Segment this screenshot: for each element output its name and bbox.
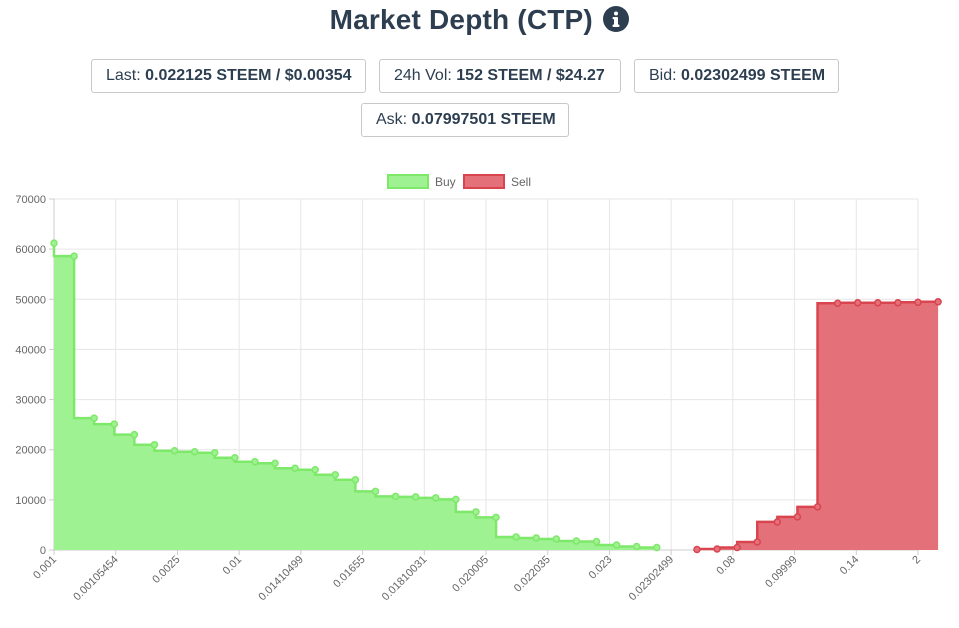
y-tick-label: 50000 — [15, 294, 46, 306]
x-tick-label: 0.01810031 — [380, 554, 430, 604]
y-tick-label: 40000 — [15, 344, 46, 356]
point-buy — [492, 513, 500, 522]
point-sell — [874, 299, 882, 307]
point-buy — [331, 471, 340, 479]
y-tick-label: 30000 — [15, 395, 46, 407]
point-sell — [753, 538, 762, 546]
y-tick-label: 10000 — [15, 495, 46, 507]
volume-box: 24h Vol: 152 STEEM / $24.27 — [379, 59, 621, 93]
bid-box: Bid: 0.02302499 STEEM — [634, 59, 839, 93]
ask-value: 0.07997501 STEEM — [411, 111, 556, 128]
x-tick-label: 0.001 — [31, 554, 59, 582]
point-buy — [411, 493, 420, 501]
point-sell — [813, 503, 822, 511]
info-circle-icon[interactable] — [603, 6, 630, 32]
legend-swatch-sell — [463, 174, 505, 189]
x-tick-label: 0.0025 — [150, 554, 182, 586]
point-sell — [833, 299, 842, 308]
x-tick-label: 0.02302499 — [627, 554, 677, 604]
point-buy — [371, 487, 380, 496]
x-tick-label: 2 — [910, 554, 923, 567]
point-buy — [271, 459, 279, 468]
point-buy — [311, 466, 319, 474]
legend-label-buy: Buy — [435, 175, 456, 189]
point-buy — [190, 447, 199, 456]
last-price-box: Last: 0.022125 STEEM / $0.00354 — [91, 59, 366, 93]
point-sell — [853, 299, 862, 307]
volume-value: 152 STEEM / $24.27 — [456, 67, 605, 84]
point-buy — [130, 430, 139, 439]
point-buy — [552, 535, 561, 543]
point-sell — [914, 298, 922, 307]
ask-box: Ask: 0.07997501 STEEM — [361, 103, 569, 137]
point-buy — [592, 537, 601, 546]
point-buy — [612, 541, 621, 549]
x-tick-label: 0.01410499 — [256, 554, 306, 604]
x-tick-label: 0.14 — [838, 554, 862, 578]
y-tick-label: 0 — [40, 545, 46, 557]
point-sell — [773, 518, 782, 526]
point-buy — [251, 457, 259, 466]
point-buy — [391, 492, 400, 501]
y-tick-label: 20000 — [15, 445, 46, 457]
point-buy — [170, 446, 179, 455]
point-buy — [532, 534, 540, 542]
area-buy — [54, 243, 657, 550]
point-buy — [351, 476, 360, 484]
point-buy — [70, 252, 78, 260]
title-row: Market Depth (CTP) — [0, 4, 959, 44]
volume-label: 24h Vol: — [394, 67, 452, 84]
market-depth-chart: Buy Sell 0 10000 20000 30000 40000 50000 60000 70… — [15, 174, 942, 604]
x-tick-label: 0.01655 — [331, 554, 368, 591]
point-buy — [210, 448, 219, 457]
legend-label-sell: Sell — [511, 175, 531, 189]
point-sell — [793, 513, 802, 521]
point-buy — [472, 508, 480, 516]
x-tick-label: 0.01 — [221, 554, 245, 578]
point-buy — [632, 542, 641, 551]
ask-label: Ask: — [376, 111, 408, 128]
point-buy — [572, 537, 581, 545]
point-sell — [713, 545, 721, 553]
point-buy — [50, 239, 58, 247]
point-buy — [291, 464, 299, 473]
point-buy — [452, 495, 460, 504]
x-tick-label: 0.00105454 — [71, 554, 121, 604]
x-tick-label: 0.08 — [714, 554, 738, 578]
point-sell — [894, 299, 902, 307]
bid-label: Bid: — [649, 67, 677, 84]
y-tick-label: 60000 — [15, 244, 46, 256]
last-price-value: 0.022125 STEEM / $0.00354 — [145, 67, 352, 84]
point-buy — [432, 494, 440, 502]
point-buy — [110, 420, 119, 428]
last-price-label: Last: — [106, 67, 141, 84]
point-buy — [231, 453, 239, 462]
x-tick-label: 0.09999 — [763, 554, 800, 591]
x-tick-label: 0.020005 — [450, 554, 491, 595]
y-tick-label: 70000 — [15, 194, 46, 206]
x-tick-label: 0.023 — [587, 554, 615, 582]
point-sell — [934, 298, 942, 306]
bid-value: 0.02302499 STEEM — [681, 67, 826, 84]
point-sell — [733, 543, 741, 552]
point-buy — [512, 533, 520, 541]
legend-swatch-buy — [387, 174, 429, 189]
page-title: Market Depth (CTP) — [329, 4, 593, 35]
point-sell — [693, 545, 701, 554]
point-buy — [653, 543, 661, 552]
point-buy — [90, 414, 98, 422]
x-tick-label: 0.022035 — [512, 554, 553, 595]
point-buy — [150, 440, 159, 449]
